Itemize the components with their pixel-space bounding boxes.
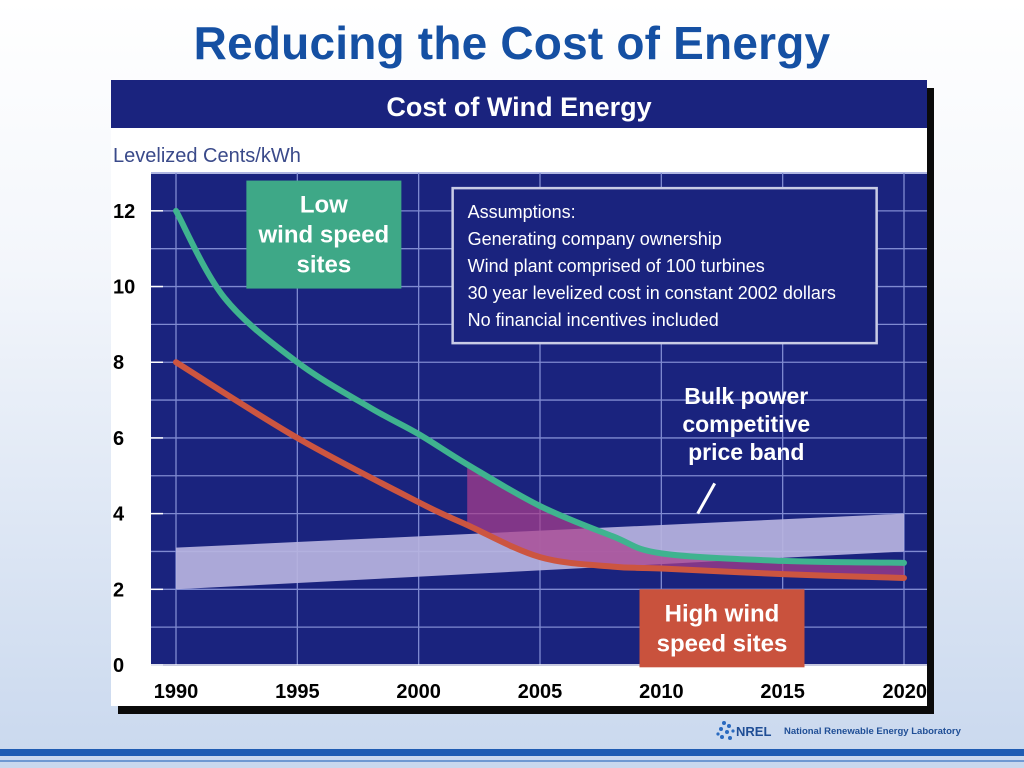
x-tick-label: 2020 (883, 681, 928, 703)
series-layer (173, 207, 907, 581)
y-tick-label: 10 (113, 277, 135, 299)
high-wind-label-line: High wind (665, 600, 780, 627)
footer-line (0, 760, 1024, 762)
assumptions-line: Wind plant comprised of 100 turbines (468, 256, 765, 276)
assumptions-line: Generating company ownership (468, 229, 722, 249)
y-tick-label: 2 (113, 579, 124, 601)
y-tick-label: 0 (113, 655, 124, 677)
assumptions-heading: Assumptions: (468, 202, 576, 222)
low-wind-label-line: wind speed (258, 222, 390, 249)
nrel-logo: NREL National Renewable Energy Laborator… (716, 718, 961, 744)
cost-gap-highlight (467, 464, 904, 578)
footer-bar (0, 749, 1024, 756)
assumptions-box (451, 186, 878, 345)
y-tick-label: 6 (113, 428, 124, 450)
high-wind-label-line: speed sites (657, 630, 788, 657)
x-tick-label: 2005 (518, 681, 563, 703)
assumptions-line: No financial incentives included (468, 310, 719, 330)
low-wind-label-line: Low (300, 192, 348, 219)
y-tick-label: 12 (113, 201, 135, 223)
x-tick-label: 2015 (760, 681, 805, 703)
high-wind-series-line (173, 359, 907, 581)
low-wind-label-line: sites (297, 252, 352, 279)
x-tick-label: 1995 (275, 681, 320, 703)
y-axis-label: Levelized Cents/kWh (113, 145, 301, 167)
wind-cost-chart: Cost of Wind Energy Levelized Cents/kWh … (111, 80, 927, 703)
x-tick-label: 2000 (396, 681, 441, 703)
highlight-layer (467, 464, 904, 578)
organization-name: National Renewable Energy Laboratory (784, 725, 961, 737)
price-band-pointer (696, 482, 717, 515)
low-wind-series-line (173, 207, 907, 566)
chart-figure: Cost of Wind Energy Levelized Cents/kWh … (111, 80, 927, 706)
y-tick-label: 4 (113, 504, 125, 526)
y-tick-label: 8 (113, 352, 124, 374)
low-wind-label-box (246, 180, 402, 289)
x-tick-label: 1990 (154, 681, 199, 703)
svg-text:NREL: NREL (736, 724, 771, 739)
chart-title: Cost of Wind Energy (386, 92, 651, 122)
x-tick-label: 2010 (639, 681, 684, 703)
nrel-logo-mark: NREL (716, 721, 771, 740)
chart-header-band (111, 80, 927, 128)
assumptions-line: 30 year levelized cost in constant 2002 … (468, 283, 836, 303)
tick-labels: 0 2 4 6 8 10 12 1990 1995 2000 2005 2010 2015 2020 (113, 201, 927, 703)
high-wind-label-box (639, 589, 805, 668)
price-band-label-line: price band (688, 439, 804, 465)
price-band-label-line: competitive (682, 411, 810, 437)
price-band-label-line: Bulk power (684, 383, 808, 409)
slide-title: Reducing the Cost of Energy (193, 17, 831, 69)
annotations: Low wind speed sites High wind speed sites As… (246, 180, 878, 668)
